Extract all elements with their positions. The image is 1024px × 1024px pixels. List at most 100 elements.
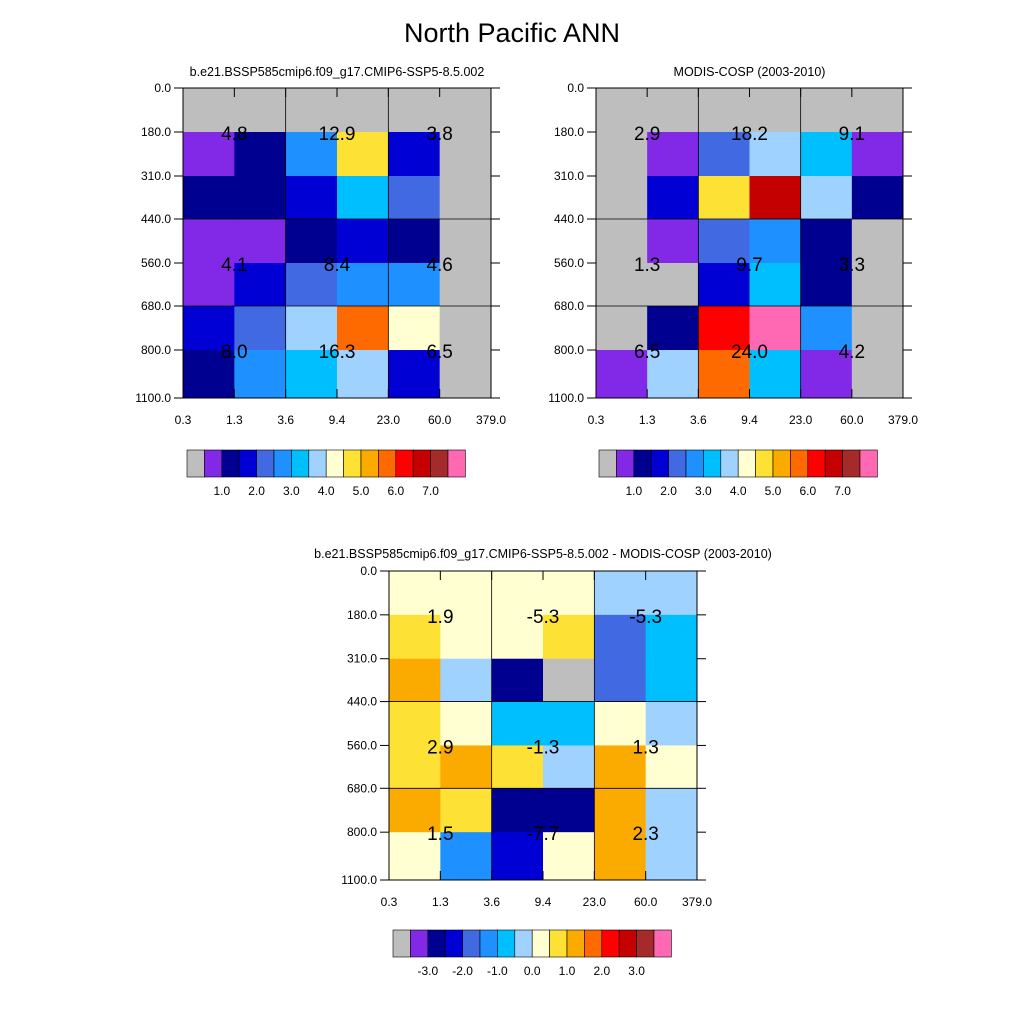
colorbar-label: -2.0: [452, 964, 473, 978]
colorbar-swatch: [343, 449, 362, 478]
x-tick-label: 60.0: [840, 413, 864, 427]
colorbar-swatch: [479, 929, 498, 958]
heatmap-cell: [596, 305, 648, 351]
heatmap-cell: [851, 350, 904, 399]
heatmap-cell: [543, 701, 595, 746]
heatmap-cell: [851, 305, 904, 351]
heatmap-cell: [440, 614, 493, 660]
heatmap-cell: [594, 832, 647, 881]
heatmap-cell: [183, 176, 235, 220]
x-tick-label: 60.0: [428, 413, 452, 427]
heatmap-cell: [749, 88, 802, 133]
heatmap-cell: [749, 219, 802, 264]
heatmap-cell: [388, 176, 441, 220]
colorbar-label: 0.0: [524, 964, 541, 978]
block-value-label: 4.6: [426, 255, 452, 276]
heatmap-cell: [645, 745, 698, 789]
colorbar-swatch: [308, 449, 327, 478]
x-tick-label: 379.0: [888, 413, 918, 427]
heatmap-cell: [439, 305, 492, 351]
heatmap-cell: [647, 350, 699, 399]
heatmap-cell: [389, 701, 441, 746]
block-value-label: -5.3: [629, 607, 662, 628]
heatmap-cell: [851, 131, 904, 177]
colorbar-swatch: [566, 929, 585, 958]
y-tick-label: 310.0: [141, 169, 171, 183]
block-value-label: 3.3: [839, 255, 865, 276]
heatmap-cell: [851, 176, 904, 220]
colorbar-swatch: [447, 449, 466, 478]
heatmap-cell: [698, 219, 750, 264]
heatmap-cell: [800, 350, 853, 399]
y-tick-label: 800.0: [141, 343, 171, 357]
block-value-label: -5.3: [527, 607, 560, 628]
heatmap-cell: [543, 614, 595, 660]
colorbar-label: 1.0: [625, 484, 642, 498]
block-value-label: 24.0: [731, 342, 768, 363]
colorbar-label: 3.0: [628, 964, 645, 978]
heatmap-cell: [698, 262, 750, 307]
x-tick-label: 0.3: [588, 413, 605, 427]
block-value-label: 9.1: [839, 124, 865, 145]
heatmap-cell: [439, 88, 492, 133]
heatmap-cell: [389, 788, 441, 833]
heatmap-cell: [645, 658, 698, 703]
heatmap-cell: [388, 131, 441, 177]
y-tick-label: 560.0: [347, 738, 377, 752]
heatmap-cell: [800, 131, 853, 177]
colorbar-swatch: [427, 929, 446, 958]
colorbar-swatch: [444, 929, 463, 958]
colorbar-swatch: [497, 929, 516, 958]
heatmap-cell: [491, 701, 544, 746]
y-tick-label: 310.0: [347, 652, 377, 666]
heatmap-cell: [491, 745, 544, 789]
colorbar-label: 3.0: [695, 484, 712, 498]
colorbar-swatch: [755, 449, 774, 478]
heatmap-cell: [337, 350, 389, 399]
colorbar-swatch: [392, 929, 411, 958]
heatmap-cell: [596, 88, 648, 133]
colorbar-swatch: [668, 449, 687, 478]
heatmap-cell: [647, 131, 699, 177]
heatmap-cell: [645, 832, 698, 881]
block-value-label: 6.5: [634, 342, 660, 363]
block-value-label: 1.9: [427, 607, 453, 628]
heatmap-cell: [645, 788, 698, 833]
heatmap-cell: [389, 571, 441, 616]
colorbar-swatch: [584, 929, 603, 958]
heatmap-cell: [543, 571, 595, 616]
heatmap-cell: [234, 219, 287, 264]
colorbar-label: 1.0: [559, 964, 576, 978]
heatmap-cell: [645, 571, 698, 616]
colorbar-label: 7.0: [422, 484, 439, 498]
block-value-label: 2.9: [427, 737, 453, 758]
heatmap-cell: [800, 305, 853, 351]
heatmap-cell: [234, 131, 287, 177]
colorbar-swatch: [325, 449, 344, 478]
heatmap-cell: [594, 571, 647, 616]
heatmap-cell: [389, 745, 441, 789]
heatmap-cell: [337, 262, 389, 307]
heatmap-cell: [647, 219, 699, 264]
colorbar-swatch: [410, 929, 429, 958]
heatmap-cell: [594, 658, 647, 703]
panel-title: b.e21.BSSP585cmip6.f09_g17.CMIP6-SSP5-8.…: [314, 547, 772, 561]
x-tick-label: 3.6: [277, 413, 294, 427]
heatmap-cell: [439, 219, 492, 264]
heatmap-cell: [749, 305, 802, 351]
colorbar-label: 5.0: [353, 484, 370, 498]
heatmap-cell: [594, 745, 647, 789]
heatmap-cell: [439, 350, 492, 399]
block-value-label: 1.5: [427, 824, 453, 845]
heatmap-cell: [647, 176, 699, 220]
heatmap-cell: [234, 88, 287, 133]
heatmap-cell: [440, 832, 493, 881]
block-value-label: 9.7: [736, 255, 762, 276]
heatmap-cell: [491, 658, 544, 703]
heatmap-cell: [491, 614, 544, 660]
heatmap-cell: [285, 131, 338, 177]
block-value-label: 3.8: [426, 124, 452, 145]
heatmap-cell: [439, 262, 492, 307]
heatmap-cell: [698, 350, 750, 399]
heatmap-cell: [647, 305, 699, 351]
